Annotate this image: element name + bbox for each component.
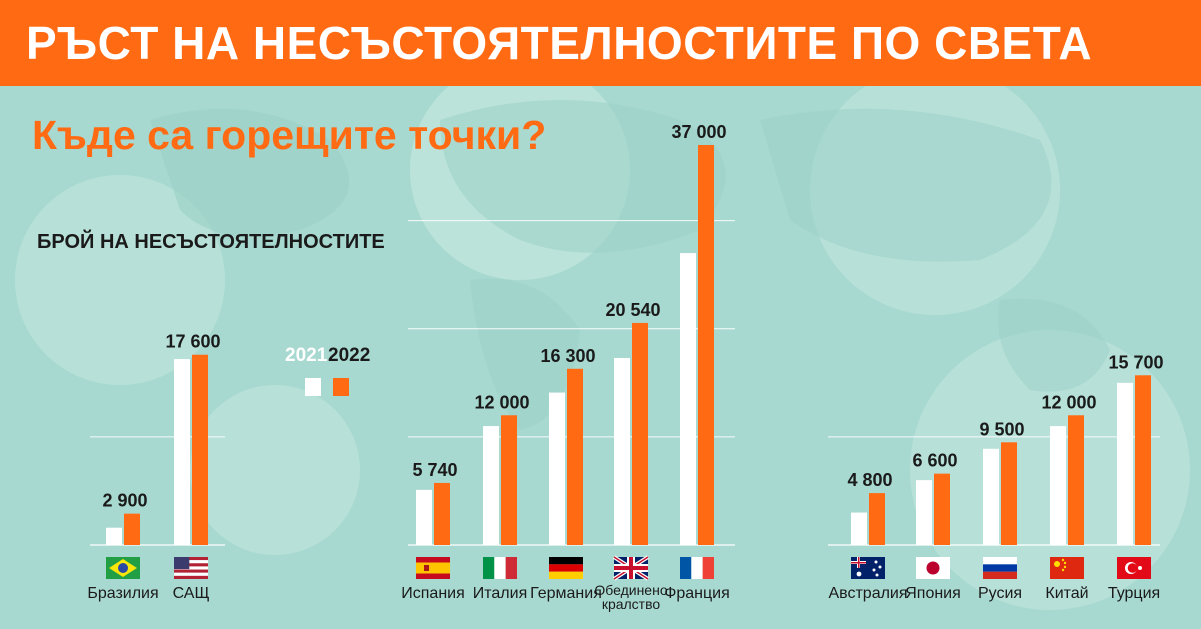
data-label: 2 900 [102,491,147,511]
country-label: Италия [473,585,527,602]
australia-flag-part [878,565,882,569]
bar-2021 [1050,426,1066,545]
bar-2021 [916,480,932,545]
country-label: Русия [978,585,1022,602]
bar-2022 [1001,442,1017,545]
uk-flag-part [614,566,648,570]
bar-2022 [434,482,450,545]
bar-2022 [934,473,950,545]
usa-flag-part [174,566,208,570]
bar-2021 [851,512,867,545]
page-title: РЪСТ НА НЕСЪСТОЯТЕЛНОСТИТЕ ПО СВЕТА [26,17,1093,69]
russia-flag-part [983,557,1017,565]
bar-2022 [869,493,885,545]
bar-2022 [1135,375,1151,545]
data-label: 5 740 [412,460,457,480]
australia-flag-part [875,573,879,577]
bar-2021 [614,357,630,545]
germany-flag-part [549,571,583,579]
australia-flag-part [874,560,878,564]
country-label: Обединено кралство [594,582,667,612]
australia-flag-part [858,557,860,568]
bar-2022 [632,322,648,545]
data-label: 37 000 [671,122,726,142]
japan-flag-part [926,561,940,575]
data-label: 20 540 [605,300,660,320]
data-label: 15 700 [1108,352,1163,372]
country-label: Япония [905,585,961,602]
italy-flag-part [483,557,495,579]
bar-2021 [549,392,565,545]
italy-flag-part [494,557,506,579]
data-label: 9 500 [979,419,1024,439]
country-label: Бразилия [87,585,158,602]
bar-2022 [1068,415,1084,545]
country-label: Франция [664,585,730,602]
bar-2022 [124,513,140,545]
germany-flag-part [549,557,583,565]
data-label: 16 300 [540,346,595,366]
germany-flag-part [549,564,583,572]
turkey-flag-part [1138,566,1142,570]
chart-subtitle: Къде са горещите точки? [32,112,547,158]
china-flag-part [1054,561,1060,567]
china-flag-part [1061,558,1065,562]
russia-flag-part [983,571,1017,579]
country-label: Турция [1108,585,1160,602]
china-flag-part [1063,561,1067,565]
france-flag-part [680,557,692,579]
usa-flag-part [174,575,208,579]
usa-flag-part [174,557,190,570]
header-bar: РЪСТ НА НЕСЪСТОЯТЕЛНОСТИТЕ ПО СВЕТА [0,0,1201,86]
legend: 2021 2022 [282,345,372,401]
usa-flag-part [174,563,208,567]
usa-flag-part [174,569,208,573]
france-flag-part [691,557,703,579]
country-label: САЩ [173,585,210,602]
data-label: 4 800 [847,470,892,490]
country-label: Германия [530,585,602,602]
bar-2021 [483,426,499,545]
usa-flag-part [174,572,208,576]
china-flag-part [1063,565,1067,569]
legend-swatch-2021 [305,378,321,396]
country-label: Австралия [828,585,907,602]
legend-label-2022: 2022 [328,345,371,366]
metric-label: БРОЙ НА НЕСЪСТОЯТЕЛНОСТИТЕ [37,231,385,253]
data-label: 12 000 [474,392,529,412]
legend-swatch-2022 [333,378,349,396]
bar-2021 [416,489,432,545]
russia-flag-part [983,564,1017,572]
china-flag-part [1050,557,1084,579]
italy-flag-part [505,557,517,579]
australia-flag-part [872,568,876,572]
data-label: 12 000 [1041,392,1096,412]
bar-2022 [501,415,517,545]
bar-2021 [983,448,999,545]
country-label: Китай [1045,585,1088,602]
legend-label-2021: 2021 [285,345,328,366]
country-label: Испания [401,585,465,602]
usa-flag-part [174,560,208,564]
data-label: 6 600 [912,451,957,471]
bar-2022 [698,145,714,545]
bar-2022 [192,354,208,545]
spain-flag-part [424,565,429,571]
brazil-flag-part [118,563,128,573]
bar-2021 [174,359,190,545]
france-flag-part [702,557,714,579]
turkey-flag-part [1127,563,1138,573]
australia-flag-part [856,571,862,577]
bar-2021 [106,527,122,545]
china-flag-part [1061,568,1065,572]
bar-2022 [567,368,583,545]
bar-2021 [1117,382,1133,545]
usa-flag-part [174,557,208,561]
bar-2021 [680,253,696,546]
data-label: 17 600 [165,332,220,352]
spain-flag-part [416,562,450,574]
